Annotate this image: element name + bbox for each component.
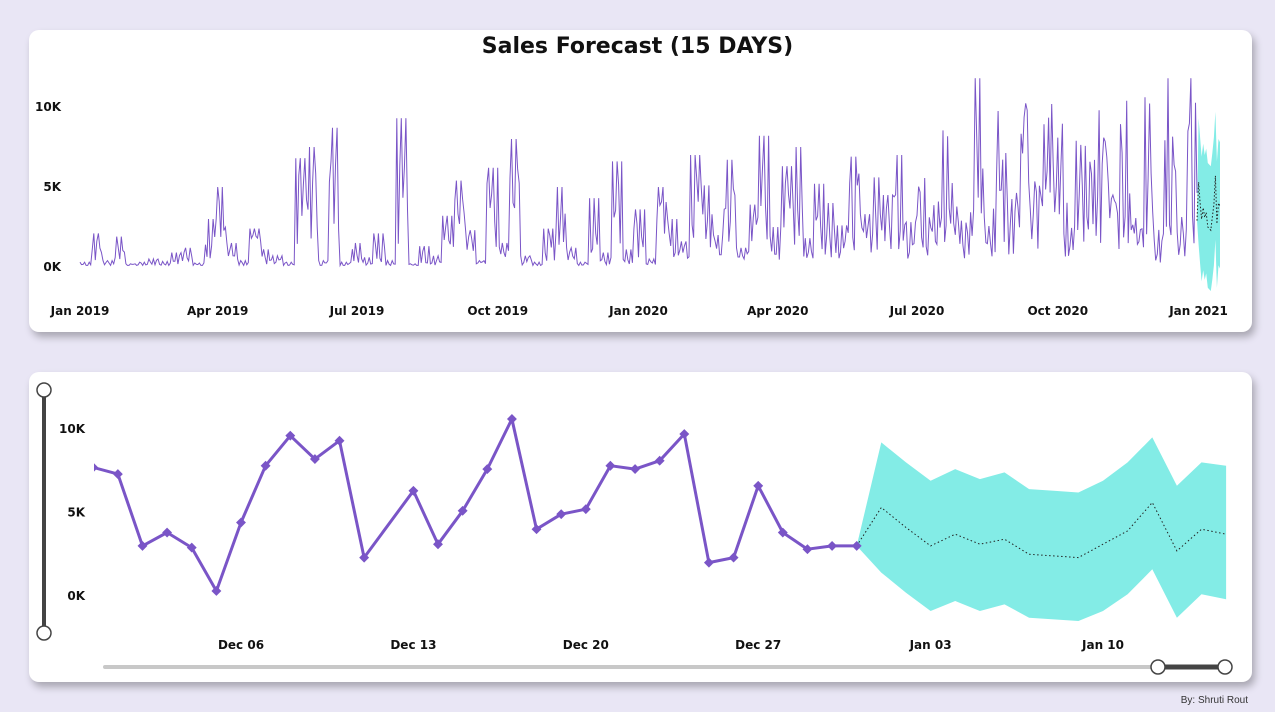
data-point-marker xyxy=(236,517,246,528)
zoomed-chart: 0K 5K 10K Dec 06 Dec 13 Dec 20 Dec 27 Jan 03 Jan… xyxy=(59,414,1227,652)
data-point-marker xyxy=(703,557,714,568)
x-tick-label: Jan 2020 xyxy=(608,304,668,318)
x-tick-label: Oct 2019 xyxy=(467,304,528,318)
horizontal-range-handle-left[interactable] xyxy=(1150,659,1166,675)
data-point-marker xyxy=(654,455,665,466)
data-point-marker xyxy=(112,469,123,480)
x-tick-label: Dec 27 xyxy=(735,638,781,652)
x-tick-label: Dec 20 xyxy=(563,638,609,652)
data-point-marker xyxy=(211,586,222,596)
y-tick-label: 0K xyxy=(43,260,61,274)
data-point-marker xyxy=(260,460,271,471)
plot-area xyxy=(94,414,1227,621)
data-point-marker xyxy=(580,504,591,515)
vertical-range-handle-top[interactable] xyxy=(36,382,52,398)
data-point-marker xyxy=(851,540,862,551)
y-tick-label: 5K xyxy=(67,506,85,520)
x-tick-label: Oct 2020 xyxy=(1027,304,1088,318)
forecast-line xyxy=(1196,175,1221,232)
x-tick-label: Jan 10 xyxy=(1081,638,1124,652)
x-tick-label: Dec 06 xyxy=(218,638,264,652)
x-tick-label: Jul 2019 xyxy=(329,304,385,318)
y-tick-label: 5K xyxy=(43,180,61,194)
x-tick-label: Jan 03 xyxy=(909,638,952,652)
data-point-marker xyxy=(94,462,99,473)
y-tick-label: 10K xyxy=(59,422,86,436)
data-point-marker xyxy=(457,505,468,516)
horizontal-range-handle-right[interactable] xyxy=(1217,659,1233,675)
forecast-confidence-band xyxy=(856,437,1227,621)
slider-controls[interactable] xyxy=(36,382,1233,675)
chart-title: Sales Forecast (15 DAYS) xyxy=(481,34,794,59)
x-tick-label: Jan 2019 xyxy=(50,304,110,318)
overview-chart-card xyxy=(29,30,1252,332)
data-point-marker xyxy=(728,552,739,563)
y-tick-label: 0K xyxy=(67,589,85,603)
data-point-marker xyxy=(802,544,813,555)
overview-chart: 0K 5K 10K Jan 2019 Apr 2019 Jul 2019 Oct 2019 J… xyxy=(35,78,1228,318)
data-point-marker xyxy=(359,552,370,563)
x-tick-label: Apr 2020 xyxy=(747,304,808,318)
data-point-marker xyxy=(777,527,788,538)
x-tick-label: Dec 13 xyxy=(390,638,436,652)
data-point-marker xyxy=(827,540,838,551)
data-point-marker xyxy=(630,464,641,475)
data-point-marker xyxy=(408,485,419,496)
forecast-line xyxy=(856,501,1227,559)
data-point-marker xyxy=(137,540,148,551)
forecast-confidence-band xyxy=(1197,111,1220,291)
actual-sales-line xyxy=(79,78,1198,268)
data-point-marker xyxy=(556,509,567,520)
author-credit: By: Shruti Rout xyxy=(1180,695,1248,706)
data-point-marker xyxy=(285,430,296,441)
data-point-marker xyxy=(506,414,517,424)
x-tick-label: Apr 2019 xyxy=(187,304,248,318)
data-point-marker xyxy=(482,464,493,475)
data-point-marker xyxy=(433,539,443,550)
x-tick-label: Jul 2020 xyxy=(889,304,945,318)
data-point-marker xyxy=(531,524,542,535)
vertical-range-handle-bottom[interactable] xyxy=(36,625,52,641)
y-tick-label: 10K xyxy=(35,100,62,114)
x-tick-label: Jan 2021 xyxy=(1168,304,1228,318)
actual-sales-line xyxy=(94,417,857,593)
